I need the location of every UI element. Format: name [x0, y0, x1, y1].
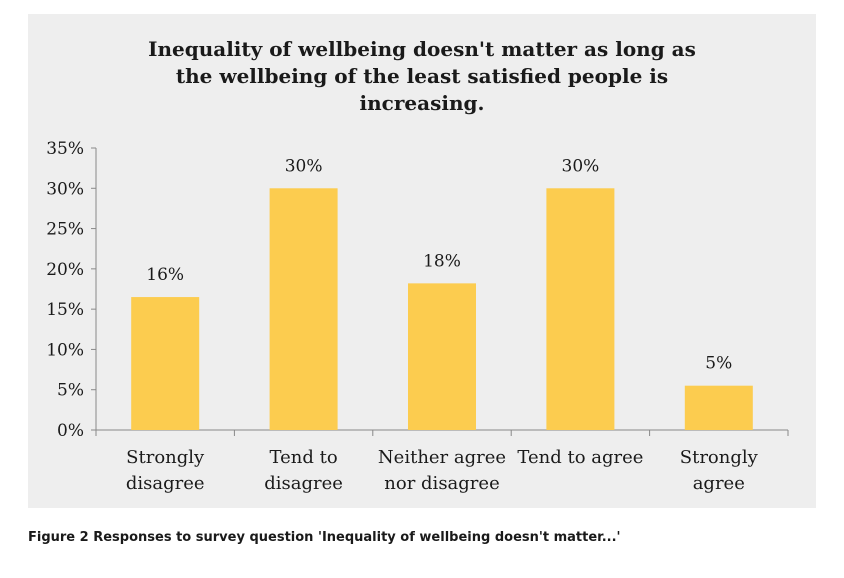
chart-title-line-2: the wellbeing of the least satisfied peo… [175, 64, 669, 88]
y-tick-label: 30% [46, 179, 84, 199]
bar [546, 188, 615, 430]
category-label: Tend to [270, 447, 338, 468]
chart-title: Inequality of wellbeing doesn't matter a… [28, 36, 816, 117]
category-label: Strongly [126, 447, 205, 468]
y-tick-label: 15% [46, 300, 84, 320]
data-label: 18% [423, 251, 461, 271]
chart-title-line-3: increasing. [359, 91, 485, 115]
category-label: nor disagree [384, 473, 499, 494]
category-label: Neither agree [378, 447, 506, 468]
chart-title-line-1: Inequality of wellbeing doesn't matter a… [148, 37, 696, 61]
category-label: disagree [126, 473, 205, 494]
y-tick-label: 35% [46, 139, 84, 159]
category-label: agree [693, 473, 745, 494]
y-tick-label: 10% [46, 340, 84, 360]
data-label: 16% [146, 265, 184, 285]
y-tick-label: 5% [57, 381, 84, 401]
data-label: 5% [705, 354, 732, 374]
bar [131, 297, 200, 430]
y-tick-label: 0% [57, 421, 84, 441]
figure-caption: Figure 2 Responses to survey question 'I… [28, 530, 621, 545]
y-tick-label: 25% [46, 220, 84, 240]
y-tick-label: 20% [46, 260, 84, 280]
data-label: 30% [285, 156, 323, 176]
category-label: Tend to agree [517, 447, 643, 468]
bar [269, 188, 338, 430]
category-label: Strongly [680, 447, 759, 468]
bar [684, 385, 753, 430]
data-label: 30% [562, 156, 600, 176]
category-label: disagree [264, 473, 343, 494]
bar [408, 283, 476, 430]
